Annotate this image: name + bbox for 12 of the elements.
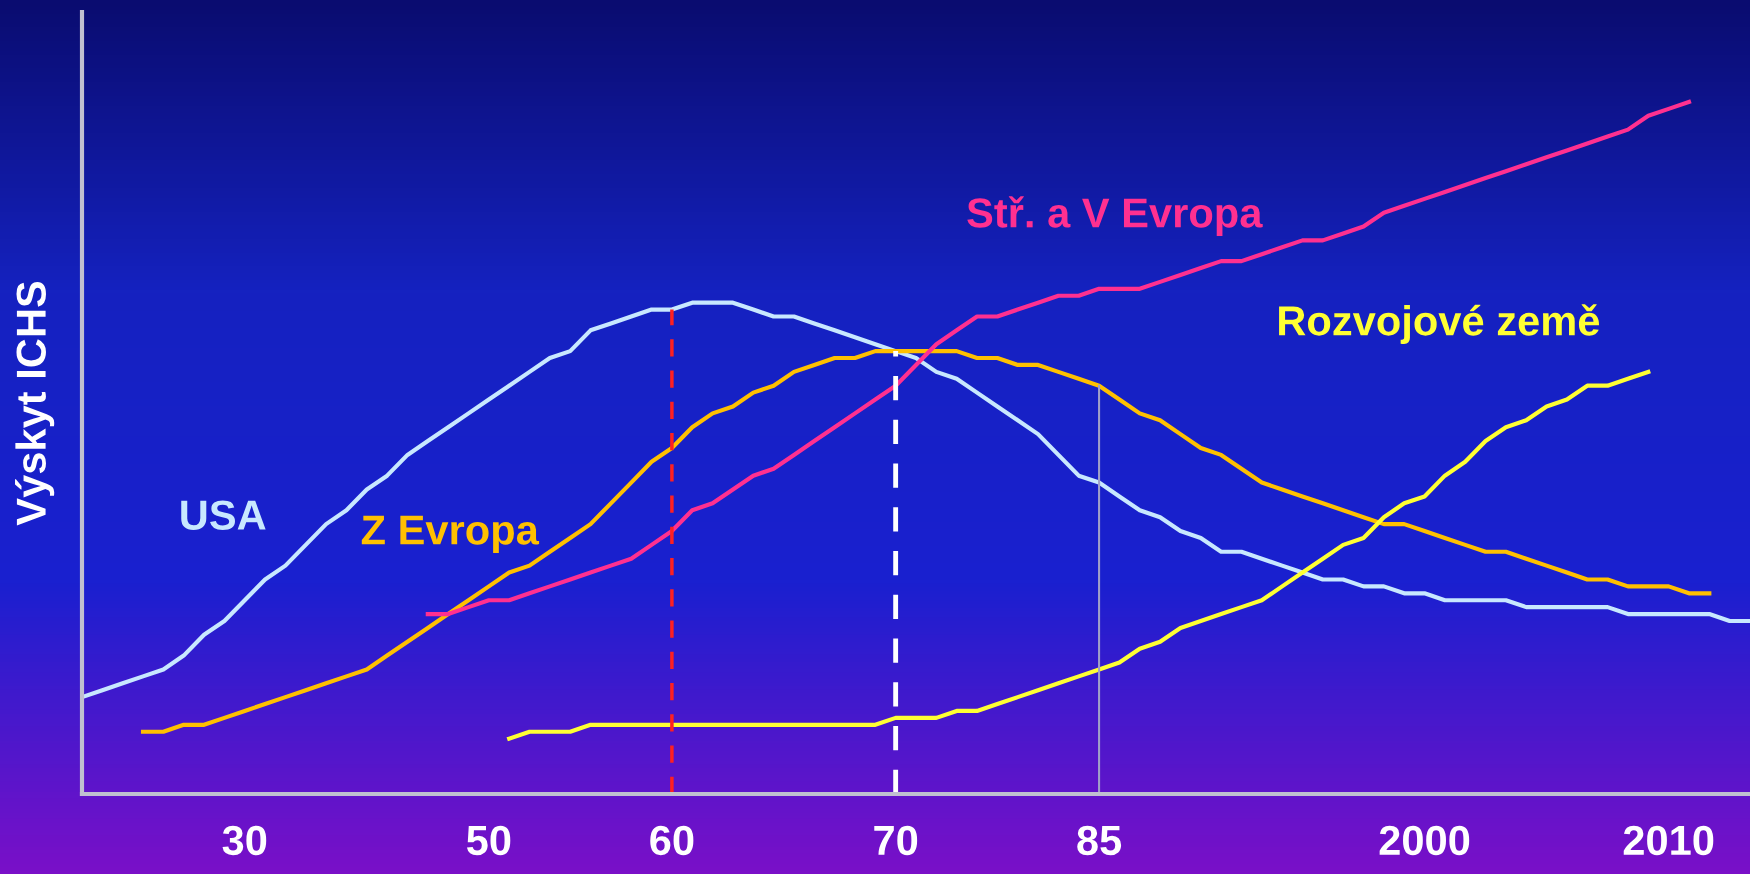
series-label: Stř. a V Evropa [967,196,1263,236]
y-axis-title: Výskyt ICHS [15,281,55,526]
x-tick-label: 2000 [1379,825,1470,856]
x-tick-label: 2010 [1623,825,1714,856]
x-tick-label: 70 [874,825,918,856]
series-label: Z Evropa [361,515,540,554]
x-tick-label: 30 [222,825,267,856]
series-label: USA [181,500,266,530]
x-tick-label: 50 [466,825,511,856]
series-label: Rozvojové země [1279,304,1600,344]
x-tick-label: 85 [1077,825,1122,856]
x-tick-label: 60 [650,825,694,856]
